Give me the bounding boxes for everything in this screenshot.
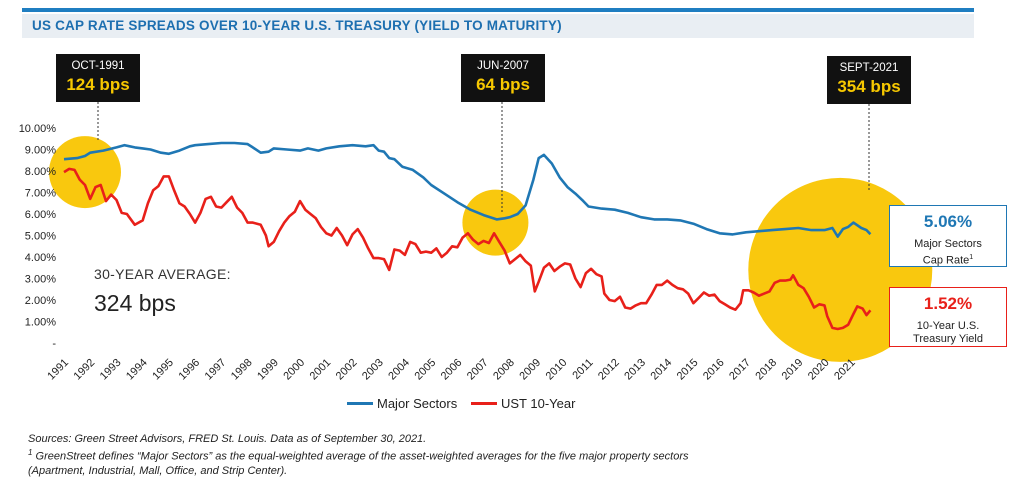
y-axis: - 1.00% 2.00% 3.00% 4.00% 5.00% 6.00% 7.00% 8.00… xyxy=(19,123,57,350)
callout-spread: 64 bps xyxy=(476,75,530,94)
legend-label: UST 10-Year xyxy=(501,396,576,411)
x-tick-label: 1999 xyxy=(255,357,281,383)
legend-item-major-sectors: Major Sectors xyxy=(347,396,457,411)
major-sectors-value: 5.06% xyxy=(923,212,973,231)
highlight-circle xyxy=(748,177,933,362)
chart-title: US CAP RATE SPREADS OVER 10-YEAR U.S. TR… xyxy=(32,18,562,33)
major-sectors-label-line2: Cap Rate xyxy=(922,254,970,267)
ust-label: 10-Year U.S. Treasury Yield xyxy=(890,320,1006,346)
callout-date: JUN-2007 xyxy=(477,60,529,72)
x-tick-label: 1998 xyxy=(229,357,255,383)
y-tick-label: 7.00% xyxy=(25,188,56,200)
legend: Major Sectors UST 10-Year xyxy=(0,396,1018,414)
x-tick-label: 2016 xyxy=(701,357,727,383)
x-tick-label: 1997 xyxy=(203,357,229,383)
callout-jun-2007: JUN-2007 64 bps xyxy=(461,54,545,102)
series-layer xyxy=(63,141,872,331)
x-tick-label: 2013 xyxy=(622,357,648,383)
legend-swatch xyxy=(471,402,497,405)
ust-value-box: 1.52% 10-Year U.S. Treasury Yield xyxy=(889,287,1007,347)
ust-label-line1: 10-Year U.S. xyxy=(916,320,980,332)
callout-date: OCT-1991 xyxy=(71,60,125,72)
x-tick-label: 1992 xyxy=(72,357,98,383)
x-tick-label: 1995 xyxy=(150,357,176,383)
x-tick-label: 1991 xyxy=(45,357,71,383)
definition-note-cont: (Apartment, Industrial, Mall, Office, an… xyxy=(28,464,288,477)
ust-label-line2: Treasury Yield xyxy=(913,333,983,345)
footnotes: Sources: Green Street Advisors, FRED St.… xyxy=(28,432,689,478)
average-label: 30-YEAR AVERAGE: xyxy=(94,266,231,282)
x-tick-label: 1996 xyxy=(176,357,202,383)
x-tick-label: 2019 xyxy=(780,357,806,383)
footnote-number: 1 xyxy=(28,448,33,457)
callout-spread: 124 bps xyxy=(66,75,130,94)
legend-item-ust-10-year: UST 10-Year xyxy=(471,396,575,411)
callout-spread: 354 bps xyxy=(837,77,901,96)
callout-sept-2021: SEPT-2021 354 bps xyxy=(827,56,911,104)
x-tick-label: 2015 xyxy=(675,357,701,383)
y-tick-label: 10.00% xyxy=(19,123,57,135)
sources-note: Sources: Green Street Advisors, FRED St.… xyxy=(28,433,427,445)
footnote-marker: 1 xyxy=(969,254,974,261)
legend-swatch xyxy=(347,402,373,405)
x-tick-label: 2018 xyxy=(753,357,779,383)
series-line-ust-10-year xyxy=(63,167,872,331)
x-tick-label: 1993 xyxy=(98,357,124,383)
x-tick-label: 2007 xyxy=(465,357,491,383)
x-tick-label: 1994 xyxy=(124,357,150,383)
legend-label: Major Sectors xyxy=(377,396,458,411)
x-tick-label: 2001 xyxy=(308,357,334,383)
x-tick-label: 2017 xyxy=(727,357,753,383)
y-tick-label: 3.00% xyxy=(25,274,56,286)
x-tick-label: 2014 xyxy=(649,357,675,383)
average-value: 324 bps xyxy=(94,290,176,316)
major-sectors-label-line1: Major Sectors xyxy=(914,238,982,250)
x-tick-label: 2010 xyxy=(544,357,570,383)
title-accent-bar xyxy=(22,8,974,12)
callout-oct-1991: OCT-1991 124 bps xyxy=(56,54,140,102)
x-tick-label: 2006 xyxy=(439,357,465,383)
x-tick-label: 2003 xyxy=(360,357,386,383)
series-line-major-sectors xyxy=(63,141,872,238)
average-spread-label: 30-YEAR AVERAGE: 324 bps xyxy=(94,266,231,317)
y-tick-label: 8.00% xyxy=(25,166,56,178)
x-tick-label: 2004 xyxy=(386,357,412,383)
x-tick-label: 2002 xyxy=(334,357,360,383)
y-tick-label: - xyxy=(52,338,56,350)
y-tick-label: 9.00% xyxy=(25,145,56,157)
y-tick-label: 4.00% xyxy=(25,252,56,264)
y-tick-label: 5.00% xyxy=(25,231,56,243)
definition-note: 1 GreenStreet defines “Major Sectors” as… xyxy=(28,446,689,464)
y-tick-label: 6.00% xyxy=(25,209,56,221)
x-tick-label: 2000 xyxy=(281,357,307,383)
x-tick-label: 2005 xyxy=(412,357,438,383)
y-tick-label: 1.00% xyxy=(25,317,56,329)
y-tick-label: 2.00% xyxy=(25,295,56,307)
ust-value: 1.52% xyxy=(923,294,973,313)
callout-date: SEPT-2021 xyxy=(839,62,899,74)
x-tick-label: 2009 xyxy=(517,357,543,383)
x-tick-label: 2011 xyxy=(570,357,595,382)
highlight-layer xyxy=(48,136,933,362)
x-tick-label: 2012 xyxy=(596,357,622,383)
x-tick-label: 2008 xyxy=(491,357,517,383)
x-axis: 1991 1992 1993 1994 1995 1996 1997 1998 1999 2000… xyxy=(45,357,858,383)
definition-text: GreenStreet defines “Major Sectors” as t… xyxy=(32,450,689,463)
title-bar: US CAP RATE SPREADS OVER 10-YEAR U.S. TR… xyxy=(22,14,974,38)
highlight-circle xyxy=(462,189,529,256)
major-sectors-label: Major Sectors Cap Rate1 xyxy=(890,238,1006,268)
major-sectors-value-box: 5.06% Major Sectors Cap Rate1 xyxy=(889,205,1007,267)
